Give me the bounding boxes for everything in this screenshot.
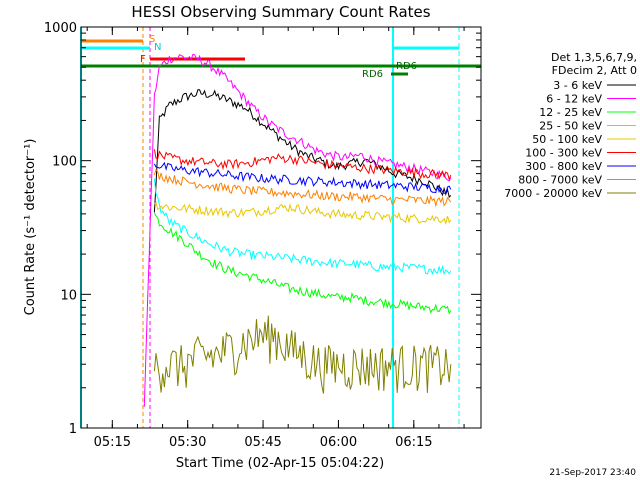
x-tick-label-0: 05:15 xyxy=(94,435,131,450)
legend-label-8: 7000 - 20000 keV xyxy=(504,187,602,200)
legend-label-7: 800 - 7000 keV xyxy=(518,174,602,187)
x-axis-label: Start Time (02-Apr-15 05:04:22) xyxy=(176,456,384,471)
series-line-4 xyxy=(154,201,452,226)
legend-label-4: 50 - 100 keV xyxy=(532,133,602,146)
legend: Det 1,3,5,6,7,9,FDecim 2, Att 0 3 - 6 keV… xyxy=(504,51,637,200)
x-tick-label-2: 05:45 xyxy=(244,435,281,450)
x-tick-label-4: 06:15 xyxy=(395,435,432,450)
series-line-8 xyxy=(153,315,452,394)
x-tick-label-1: 05:30 xyxy=(169,435,206,450)
series-line-1 xyxy=(143,53,452,407)
legend-header-0: Det 1,3,5,6,7,9, xyxy=(551,51,637,64)
legend-label-0: 3 - 6 keV xyxy=(553,79,602,92)
legend-header-1: FDecim 2, Att 0 xyxy=(552,64,637,77)
legend-label-3: 25 - 50 keV xyxy=(539,120,602,133)
series-line-0 xyxy=(153,89,452,213)
series-line-2 xyxy=(153,212,452,315)
timestamp: 21-Sep-2017 23:40 xyxy=(549,468,636,478)
annotation-label-1: N xyxy=(154,42,161,53)
series-group xyxy=(143,53,452,407)
y-axis-label: Count Rate (s⁻¹ detector⁻¹) xyxy=(23,139,38,316)
y-tick-label-1: 10 xyxy=(60,288,77,303)
legend-label-2: 12 - 25 keV xyxy=(539,106,602,119)
series-line-6 xyxy=(153,161,452,194)
annotation-label-0: S xyxy=(149,34,155,45)
chart-title: HESSI Observing Summary Count Rates xyxy=(131,3,430,21)
series-line-5 xyxy=(153,149,452,181)
y-tick-label-0: 1 xyxy=(69,422,77,437)
axis-ticks: 05:15 05:30 05:45 06:00 06:15 1 10 100 1000 xyxy=(44,21,481,450)
mode-overlay-lines: SNF RD6 RD6 xyxy=(80,27,481,428)
plot-frame xyxy=(80,26,482,429)
series-line-3 xyxy=(153,178,452,276)
annotation-label-2: F xyxy=(140,54,146,65)
annotation-label-4: RD6 xyxy=(362,69,383,80)
legend-label-6: 300 - 800 keV xyxy=(525,160,602,173)
legend-label-1: 6 - 12 keV xyxy=(546,93,602,106)
y-tick-label-3: 1000 xyxy=(44,21,77,36)
annotation-label-3: RD6 xyxy=(396,61,417,72)
y-tick-label-2: 100 xyxy=(52,155,77,170)
series-line-7 xyxy=(153,168,452,208)
legend-label-5: 100 - 300 keV xyxy=(525,147,602,160)
x-tick-label-3: 06:00 xyxy=(320,435,357,450)
